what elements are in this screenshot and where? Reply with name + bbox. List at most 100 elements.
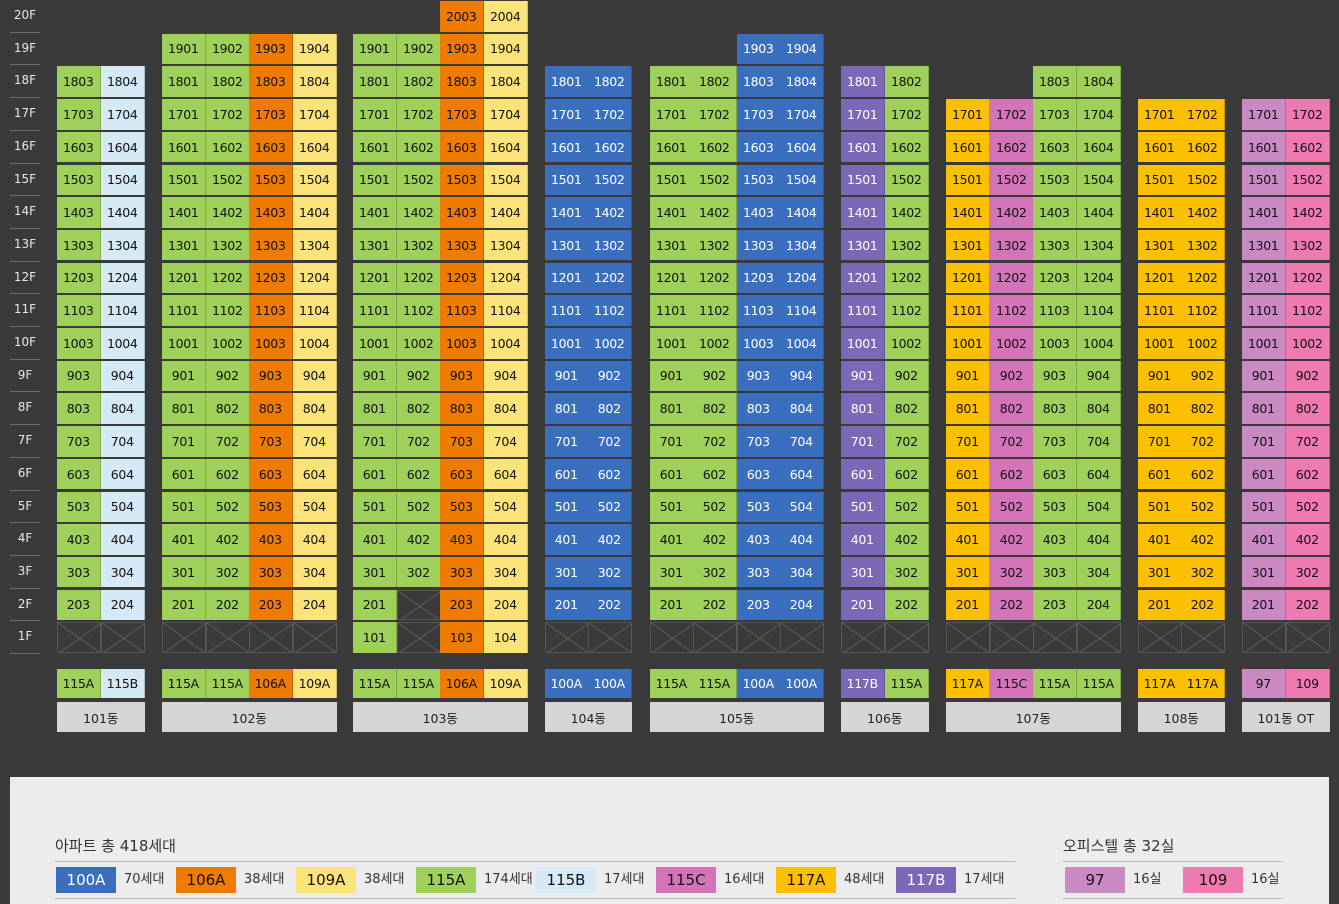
unit-cell[interactable]: 904 bbox=[293, 360, 337, 392]
unit-cell[interactable]: 1304 bbox=[101, 229, 145, 261]
unit-cell[interactable]: 604 bbox=[101, 458, 145, 490]
unit-cell[interactable]: 1102 bbox=[885, 295, 929, 326]
unit-cell[interactable]: 502 bbox=[397, 491, 441, 522]
unit-cell[interactable]: 1202 bbox=[990, 262, 1034, 294]
unit-cell[interactable]: 1601 bbox=[162, 131, 206, 163]
unit-cell[interactable]: 1203 bbox=[1033, 262, 1077, 294]
unit-cell[interactable]: 1504 bbox=[101, 164, 145, 195]
unit-cell[interactable]: 501 bbox=[1242, 491, 1286, 522]
unit-cell[interactable]: 1001 bbox=[841, 328, 885, 359]
unit-cell[interactable]: 404 bbox=[484, 524, 528, 555]
unit-cell[interactable]: 1003 bbox=[1033, 328, 1077, 359]
unit-cell[interactable]: 1104 bbox=[484, 295, 528, 326]
unit-cell[interactable]: 1804 bbox=[484, 66, 528, 97]
unit-cell[interactable]: 1301 bbox=[1138, 229, 1182, 261]
unit-cell[interactable]: 1301 bbox=[353, 229, 397, 261]
unit-cell[interactable]: 401 bbox=[946, 524, 990, 555]
unit-cell[interactable]: 302 bbox=[1286, 556, 1330, 588]
building-label[interactable]: 106동 bbox=[841, 702, 929, 732]
unit-cell[interactable]: 1102 bbox=[1286, 295, 1330, 326]
unit-cell[interactable]: 1301 bbox=[162, 229, 206, 261]
unit-cell[interactable]: 1501 bbox=[1242, 164, 1286, 195]
unit-cell[interactable]: 602 bbox=[1286, 458, 1330, 490]
unit-cell[interactable]: 901 bbox=[1138, 360, 1182, 392]
unit-cell[interactable]: 1601 bbox=[353, 131, 397, 163]
unit-cell[interactable]: 1602 bbox=[1286, 131, 1330, 163]
unit-cell[interactable]: 1304 bbox=[780, 229, 824, 261]
unit-cell[interactable]: 303 bbox=[249, 556, 293, 588]
unit-cell[interactable]: 1804 bbox=[293, 66, 337, 97]
unit-cell[interactable]: 1002 bbox=[397, 328, 441, 359]
unit-cell[interactable]: 1702 bbox=[397, 99, 441, 130]
unit-cell[interactable]: 1401 bbox=[1242, 197, 1286, 228]
unit-cell[interactable]: 1802 bbox=[885, 66, 929, 97]
unit-cell[interactable]: 1901 bbox=[162, 33, 206, 65]
unit-cell[interactable]: 1303 bbox=[737, 229, 781, 261]
unit-cell[interactable]: 1001 bbox=[650, 328, 694, 359]
unit-cell[interactable]: 1304 bbox=[1077, 229, 1121, 261]
unit-cell[interactable]: 504 bbox=[293, 491, 337, 522]
unit-cell[interactable]: 902 bbox=[1286, 360, 1330, 392]
unit-cell[interactable]: 1704 bbox=[1077, 99, 1121, 130]
unit-cell[interactable]: 1903 bbox=[737, 33, 781, 65]
unit-cell[interactable]: 901 bbox=[650, 360, 694, 392]
unit-cell[interactable]: 401 bbox=[841, 524, 885, 555]
unit-cell[interactable]: 303 bbox=[57, 556, 101, 588]
unit-cell[interactable]: 902 bbox=[397, 360, 441, 392]
unit-cell[interactable]: 603 bbox=[57, 458, 101, 490]
unit-cell[interactable]: 1002 bbox=[1286, 328, 1330, 359]
unit-cell[interactable]: 402 bbox=[885, 524, 929, 555]
unit-cell[interactable]: 1202 bbox=[206, 262, 250, 294]
unit-cell[interactable]: 1104 bbox=[101, 295, 145, 326]
unit-cell[interactable]: 301 bbox=[353, 556, 397, 588]
unit-cell[interactable]: 504 bbox=[780, 491, 824, 522]
unit-cell[interactable]: 1302 bbox=[885, 229, 929, 261]
building-label[interactable]: 101동 bbox=[57, 702, 145, 732]
unit-cell[interactable]: 1902 bbox=[206, 33, 250, 65]
building-label[interactable]: 107동 bbox=[946, 702, 1121, 732]
unit-cell[interactable]: 1704 bbox=[293, 99, 337, 130]
unit-cell[interactable]: 1502 bbox=[1181, 164, 1225, 195]
unit-cell[interactable]: 1603 bbox=[440, 131, 484, 163]
unit-cell[interactable]: 1404 bbox=[101, 197, 145, 228]
unit-cell[interactable]: 801 bbox=[650, 393, 694, 424]
unit-cell[interactable]: 1503 bbox=[249, 164, 293, 195]
unit-cell[interactable]: 502 bbox=[693, 491, 737, 522]
unit-cell[interactable]: 1302 bbox=[1181, 229, 1225, 261]
unit-cell[interactable]: 302 bbox=[397, 556, 441, 588]
unit-cell[interactable]: 502 bbox=[1286, 491, 1330, 522]
unit-cell[interactable]: 1701 bbox=[1138, 99, 1182, 130]
unit-cell[interactable]: 802 bbox=[693, 393, 737, 424]
unit-cell[interactable]: 901 bbox=[162, 360, 206, 392]
unit-cell[interactable]: 702 bbox=[588, 426, 632, 457]
unit-cell[interactable]: 1304 bbox=[484, 229, 528, 261]
unit-cell[interactable]: 601 bbox=[1138, 458, 1182, 490]
unit-cell[interactable]: 502 bbox=[206, 491, 250, 522]
unit-cell[interactable]: 601 bbox=[353, 458, 397, 490]
unit-cell[interactable]: 1101 bbox=[650, 295, 694, 326]
unit-cell[interactable]: 201 bbox=[841, 589, 885, 621]
unit-cell[interactable]: 204 bbox=[1077, 589, 1121, 621]
unit-cell[interactable]: 101 bbox=[353, 622, 397, 653]
unit-cell[interactable]: 1704 bbox=[780, 99, 824, 130]
unit-cell[interactable]: 1204 bbox=[484, 262, 528, 294]
unit-cell[interactable]: 1101 bbox=[946, 295, 990, 326]
unit-cell[interactable]: 201 bbox=[946, 589, 990, 621]
unit-cell[interactable]: 801 bbox=[353, 393, 397, 424]
unit-cell[interactable]: 302 bbox=[693, 556, 737, 588]
unit-cell[interactable]: 401 bbox=[650, 524, 694, 555]
unit-cell[interactable]: 1003 bbox=[249, 328, 293, 359]
unit-cell[interactable]: 703 bbox=[249, 426, 293, 457]
unit-cell[interactable]: 303 bbox=[440, 556, 484, 588]
unit-cell[interactable]: 702 bbox=[990, 426, 1034, 457]
unit-cell[interactable]: 1004 bbox=[780, 328, 824, 359]
unit-cell[interactable]: 1604 bbox=[484, 131, 528, 163]
unit-cell[interactable]: 1301 bbox=[650, 229, 694, 261]
unit-cell[interactable]: 1302 bbox=[990, 229, 1034, 261]
unit-cell[interactable]: 602 bbox=[990, 458, 1034, 490]
unit-cell[interactable]: 204 bbox=[101, 589, 145, 621]
unit-cell[interactable]: 601 bbox=[650, 458, 694, 490]
unit-cell[interactable]: 603 bbox=[249, 458, 293, 490]
unit-cell[interactable]: 1303 bbox=[57, 229, 101, 261]
building-label[interactable]: 108동 bbox=[1138, 702, 1225, 732]
